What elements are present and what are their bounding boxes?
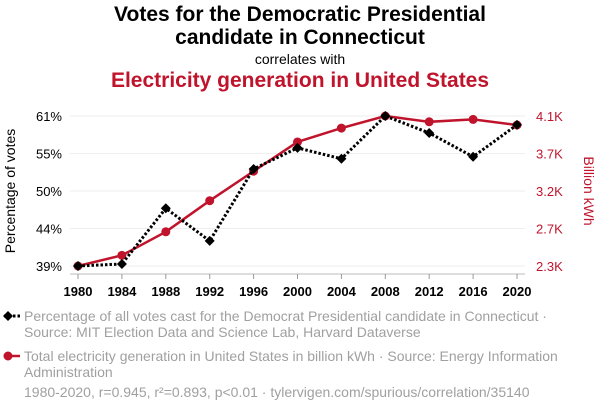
point-electricity bbox=[205, 196, 215, 206]
y-tick-left: 50% bbox=[36, 184, 62, 199]
point-electricity bbox=[293, 137, 302, 147]
point-votes bbox=[116, 258, 127, 269]
point-votes bbox=[380, 111, 391, 121]
point-votes bbox=[73, 261, 83, 271]
point-votes bbox=[336, 153, 347, 164]
point-electricity bbox=[424, 117, 434, 127]
point-electricity bbox=[336, 123, 346, 133]
point-electricity bbox=[117, 250, 127, 260]
x-tick-label: 2000 bbox=[283, 284, 312, 299]
point-votes bbox=[292, 142, 303, 153]
legend-electricity: Total electricity generation in United S… bbox=[24, 348, 558, 380]
x-tick-label: 2020 bbox=[503, 284, 532, 299]
y-tick-left: 61% bbox=[36, 109, 62, 124]
legend-votes: Percentage of all votes cast for the Dem… bbox=[24, 308, 547, 340]
x-tick-label: 1980 bbox=[64, 284, 93, 299]
chart-subtitle: Electricity generation in United States bbox=[110, 69, 490, 92]
x-tick-label: 1984 bbox=[107, 284, 137, 299]
y-axis-label-right: Billion kWh bbox=[581, 156, 597, 225]
y-tick-right: 3.2K bbox=[536, 184, 563, 199]
x-tick-label: 1992 bbox=[195, 284, 224, 299]
y-tick-left: 39% bbox=[36, 259, 62, 274]
point-votes bbox=[160, 203, 171, 214]
point-electricity bbox=[161, 227, 171, 237]
point-electricity bbox=[468, 114, 478, 124]
connector-text: correlates with bbox=[254, 51, 346, 67]
footer: 1980-2020, r=0.945, r²=0.893, p<0.01 · t… bbox=[24, 384, 530, 400]
legend-diamond-icon bbox=[3, 311, 13, 321]
y-tick-right: 3.7K bbox=[536, 147, 563, 162]
point-votes bbox=[424, 127, 435, 138]
point-votes bbox=[248, 163, 259, 174]
point-votes bbox=[204, 235, 215, 246]
y-tick-right: 4.1K bbox=[536, 109, 563, 124]
point-votes bbox=[468, 151, 479, 162]
point-votes bbox=[512, 119, 522, 130]
x-tick-label: 1988 bbox=[151, 284, 180, 299]
legend-circle-icon bbox=[3, 351, 13, 361]
y-tick-right: 2.7K bbox=[536, 222, 563, 237]
chart-title: Votes for the Democratic Presidential can… bbox=[114, 3, 486, 49]
x-tick-label: 2012 bbox=[415, 284, 444, 299]
y-tick-left: 55% bbox=[36, 147, 62, 162]
x-tick-label: 2008 bbox=[371, 284, 400, 299]
y-tick-right: 2.3K bbox=[536, 259, 563, 274]
y-axis-label-left: Percentage of votes bbox=[2, 129, 18, 254]
x-tick-label: 2016 bbox=[459, 284, 488, 299]
x-tick-label: 1996 bbox=[239, 284, 268, 299]
x-tick-label: 2004 bbox=[327, 284, 357, 299]
y-tick-left: 44% bbox=[36, 222, 62, 237]
